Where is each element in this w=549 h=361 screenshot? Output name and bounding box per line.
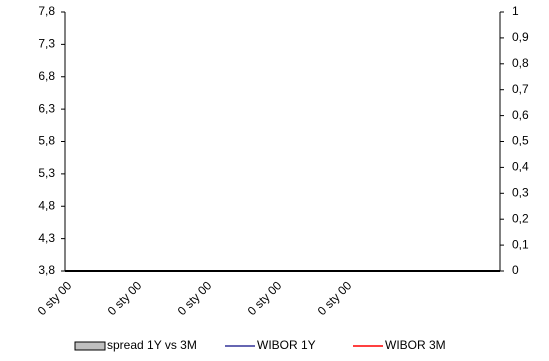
y2-tick-label: 0,5 <box>512 134 529 148</box>
y2-tick-label: 0,6 <box>512 108 529 122</box>
y2-tick-label: 0,8 <box>512 56 529 70</box>
y-tick-label: 6,8 <box>38 69 55 83</box>
x-tick-label: 0 sty 00 <box>315 278 355 318</box>
y-tick-label: 6,3 <box>38 101 55 115</box>
y-tick-label: 5,3 <box>38 166 55 180</box>
y2-tick-label: 0,7 <box>512 82 529 96</box>
y2-tick-label: 0,4 <box>512 160 529 174</box>
x-tick-label: 0 sty 00 <box>175 278 215 318</box>
legend-label: WIBOR 3M <box>385 338 446 352</box>
y-tick-label: 3,8 <box>38 263 55 277</box>
legend-label: spread 1Y vs 3M <box>107 338 197 352</box>
legend-label: WIBOR 1Y <box>257 338 316 352</box>
y-tick-label: 4,3 <box>38 231 55 245</box>
x-tick-label: 0 sty 00 <box>245 278 285 318</box>
y-tick-label: 4,8 <box>38 198 55 212</box>
y-tick-label: 7,3 <box>38 37 55 51</box>
y2-tick-label: 0,1 <box>512 237 529 251</box>
x-tick-label: 0 sty 00 <box>35 278 75 318</box>
x-tick-label: 0 sty 00 <box>105 278 145 318</box>
y2-tick-label: 0,9 <box>512 30 529 44</box>
y2-tick-label: 0 <box>512 263 519 277</box>
y2-tick-label: 0,3 <box>512 185 529 199</box>
legend-swatch <box>74 341 106 351</box>
y-tick-label: 7,8 <box>38 4 55 18</box>
y2-tick-label: 0,2 <box>512 211 529 225</box>
y2-tick-label: 1 <box>512 4 519 18</box>
y-tick-label: 5,8 <box>38 134 55 148</box>
